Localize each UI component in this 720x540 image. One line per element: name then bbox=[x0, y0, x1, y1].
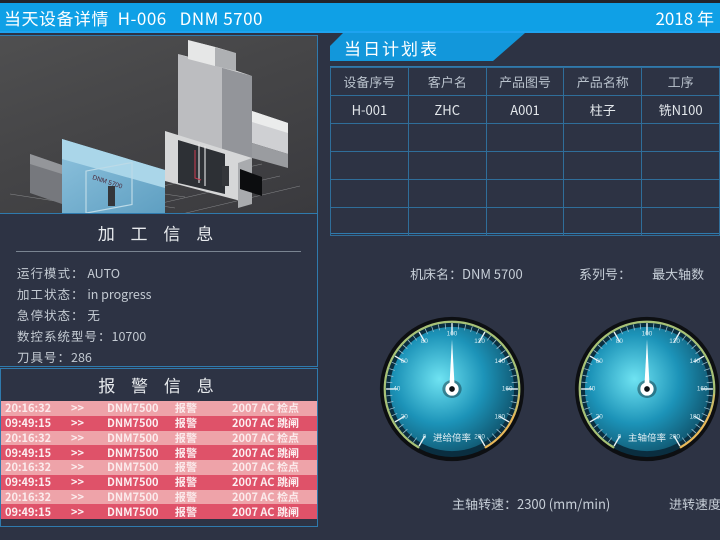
svg-text:140: 140 bbox=[494, 358, 505, 365]
svg-text:80: 80 bbox=[421, 338, 429, 345]
svg-text:0: 0 bbox=[423, 433, 427, 440]
svg-text:进给倍率: 进给倍率 bbox=[433, 430, 472, 444]
svg-text:80: 80 bbox=[616, 338, 624, 345]
svg-text:60: 60 bbox=[596, 358, 604, 365]
svg-text:120: 120 bbox=[474, 338, 485, 345]
svg-text:60: 60 bbox=[401, 358, 409, 365]
svg-text:160: 160 bbox=[697, 386, 708, 393]
svg-text:100: 100 bbox=[447, 330, 458, 337]
svg-text:180: 180 bbox=[689, 413, 700, 420]
svg-text:140: 140 bbox=[689, 358, 700, 365]
svg-text:20: 20 bbox=[401, 413, 409, 420]
svg-text:160: 160 bbox=[502, 386, 513, 393]
svg-text:40: 40 bbox=[588, 386, 596, 393]
svg-text:0: 0 bbox=[618, 433, 622, 440]
svg-text:200: 200 bbox=[669, 433, 680, 440]
svg-text:100: 100 bbox=[642, 330, 653, 337]
svg-text:40: 40 bbox=[393, 386, 401, 393]
svg-text:200: 200 bbox=[474, 433, 485, 440]
svg-text:主轴倍率: 主轴倍率 bbox=[628, 430, 667, 444]
svg-text:180: 180 bbox=[494, 413, 505, 420]
svg-text:20: 20 bbox=[596, 413, 604, 420]
svg-text:120: 120 bbox=[669, 338, 680, 345]
